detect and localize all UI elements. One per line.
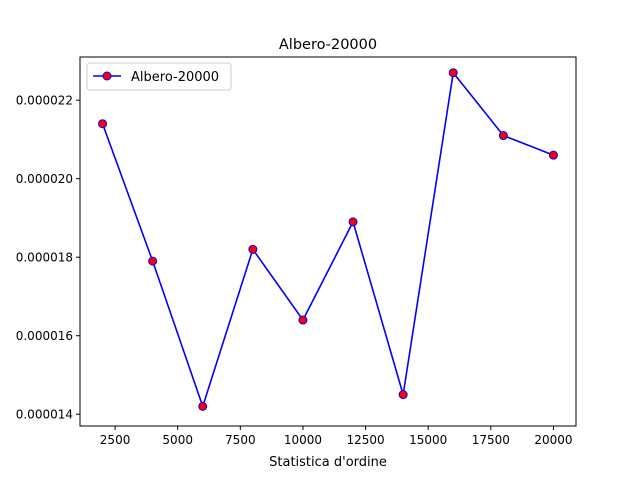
x-tick-label: 15000: [409, 433, 447, 447]
y-axis: 0.000014 0.000016 0.000018 0.000020 0.000022: [16, 94, 80, 422]
x-axis-label: Statistica d'ordine: [269, 455, 387, 470]
data-point: [148, 256, 158, 266]
x-tick-label: 7500: [225, 433, 256, 447]
x-tick-label: 12500: [346, 433, 384, 447]
x-tick-label: 5000: [162, 433, 193, 447]
y-tick-label: 0.000018: [16, 251, 73, 265]
y-tick-label: 0.000020: [16, 172, 73, 186]
legend-entry-label: Albero-20000: [131, 70, 219, 85]
y-tick-label: 0.000016: [16, 329, 73, 343]
data-point: [448, 68, 458, 78]
data-point: [198, 401, 208, 411]
data-point: [298, 315, 308, 325]
plot-area: [79, 56, 577, 427]
chart-title: Albero-20000: [279, 37, 377, 53]
x-axis: 2500 5000 7500 10000 12500 15000 17500 20000: [100, 426, 573, 447]
series-layer: [98, 68, 558, 411]
data-point: [98, 119, 108, 129]
data-point: [548, 150, 558, 160]
legend-box: [86, 62, 232, 91]
data-point: [498, 131, 508, 141]
y-tick-label: 0.000014: [16, 408, 73, 422]
x-tick-label: 17500: [472, 433, 510, 447]
legend-marker-swatch: [102, 71, 112, 81]
data-point: [248, 244, 258, 254]
x-tick-label: 20000: [534, 433, 572, 447]
x-tick-label: 2500: [100, 433, 131, 447]
x-tick-label: 10000: [284, 433, 322, 447]
data-point: [398, 390, 408, 400]
plot-frame: [79, 56, 577, 427]
legend: Albero-20000: [86, 62, 232, 91]
series-line: [101, 71, 554, 408]
data-point: [348, 217, 358, 227]
y-tick-label: 0.000022: [16, 94, 73, 108]
